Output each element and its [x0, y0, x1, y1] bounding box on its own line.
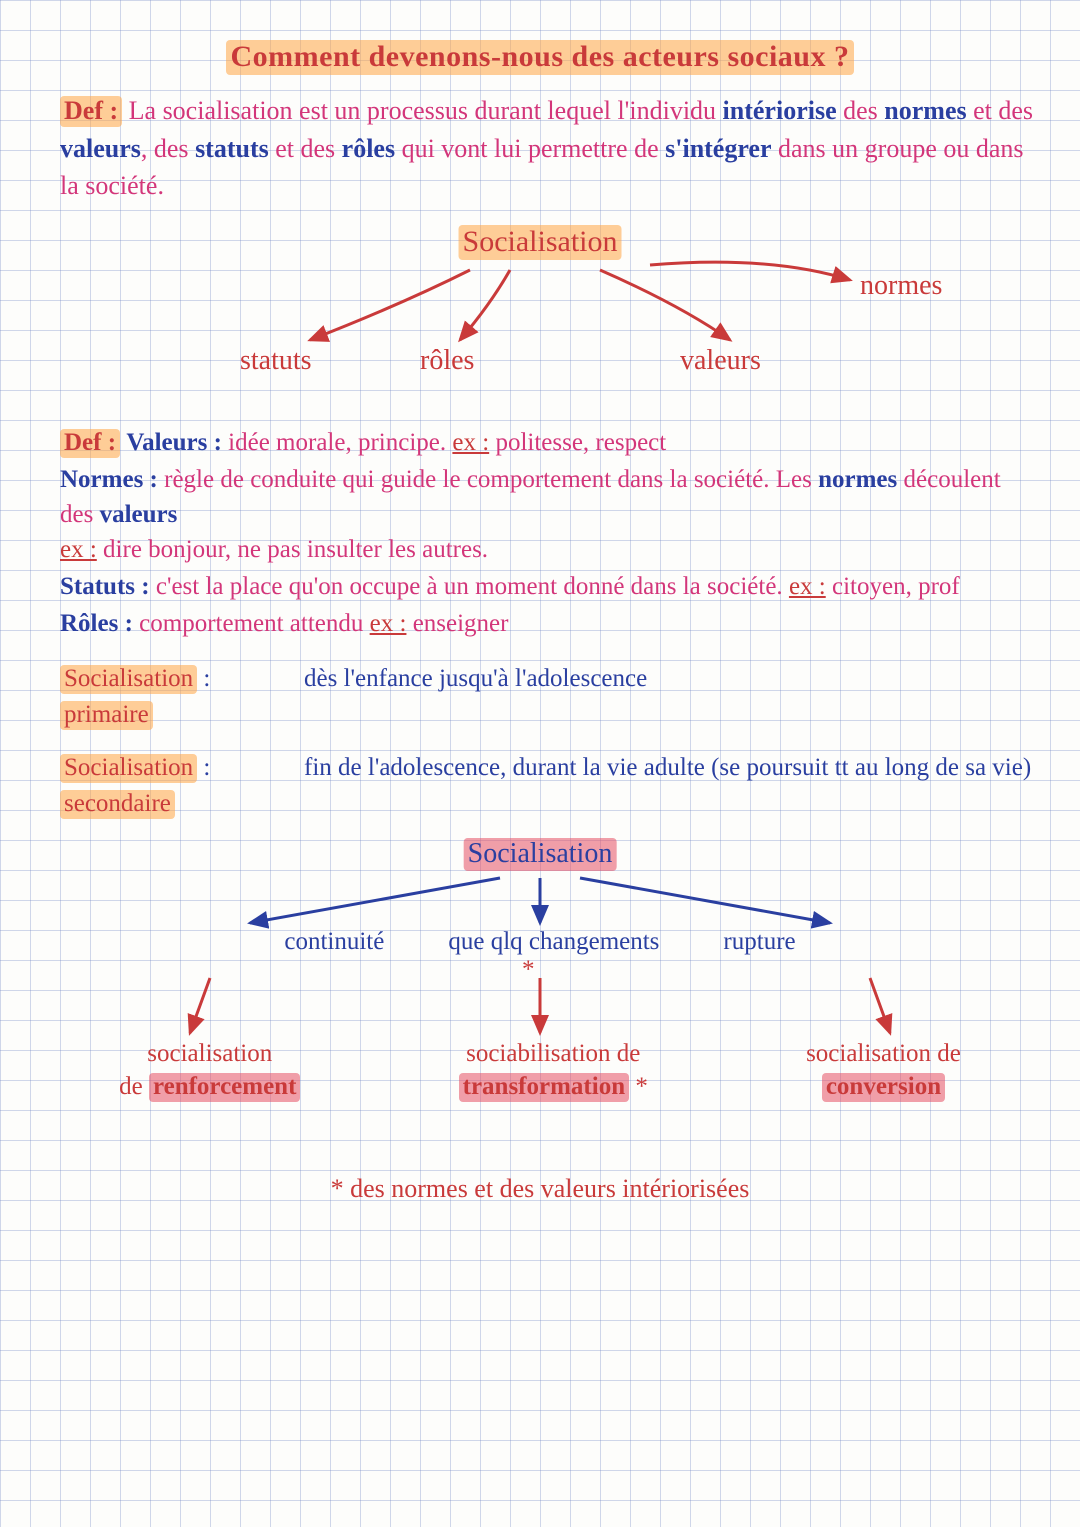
- def-kw-valeurs: valeurs: [60, 134, 141, 163]
- page-title: Comment devenons-nous des acteurs sociau…: [40, 40, 1040, 74]
- ex-valeurs: politesse, respect: [495, 429, 666, 456]
- def-statuts: Statuts : c'est la place qu'on occupe à …: [60, 569, 1040, 604]
- diagram-socialisation-outcomes: Socialisation continuité que qlq changem…: [40, 838, 1040, 1138]
- d2-conversion: socialisation de conversion: [806, 1038, 961, 1103]
- diagram2-mid-row: continuité que qlq changements rupture *…: [40, 928, 1040, 984]
- diagram-socialisation-branches: Socialisation statuts rôles valeurs norm…: [40, 225, 1040, 405]
- d2-b0-kw: renforcement: [149, 1073, 300, 1102]
- diagram1-title: Socialisation: [459, 225, 622, 259]
- ex-normes: dire bonjour, ne pas insulter les autres…: [103, 536, 488, 563]
- soc-primaire-l1: Socialisation: [60, 665, 197, 694]
- soc-secondaire-l1: Socialisation: [60, 754, 197, 783]
- term-normes: Normes :: [60, 466, 158, 493]
- soc-secondaire-label: Socialisation : secondaire: [60, 750, 290, 823]
- soc-secondaire-sep: :: [203, 754, 210, 781]
- def-valeurs: Def : Valeurs : idée morale, principe. e…: [60, 425, 1040, 460]
- socialisation-types: Socialisation : primaire dès l'enfance j…: [60, 661, 1040, 822]
- soc-secondaire-l2: secondaire: [60, 790, 175, 819]
- d1-roles: rôles: [420, 345, 474, 377]
- definitions-list: Def : Valeurs : idée morale, principe. e…: [60, 425, 1040, 641]
- def-pre: La socialisation est un processus durant…: [129, 96, 723, 125]
- diagram2-bottom-row: socialisation de renforcement sociabilis…: [40, 1038, 1040, 1103]
- d2-continuite: continuité: [284, 928, 384, 956]
- def-mid5: qui vont lui permettre de: [395, 134, 665, 163]
- d1-valeurs: valeurs: [680, 345, 761, 377]
- title-text: Comment devenons-nous des acteurs sociau…: [226, 40, 853, 75]
- ex-label-statuts: ex :: [789, 573, 826, 600]
- ex-label-valeurs: ex :: [452, 429, 489, 456]
- def-kw-interiorise: intériorise: [723, 96, 837, 125]
- ex-statuts: citoyen, prof: [832, 573, 960, 600]
- d2-b0-pre: de: [119, 1073, 149, 1100]
- soc-secondaire-text: fin de l'adolescence, durant la vie adul…: [304, 750, 1031, 823]
- term-valeurs: Valeurs :: [126, 429, 222, 456]
- def-mid1: des: [837, 96, 885, 125]
- def-kw-normes: normes: [884, 96, 966, 125]
- diagram1-title-text: Socialisation: [459, 225, 622, 260]
- d2-b2-l1: socialisation de: [806, 1040, 961, 1067]
- def-label: Def :: [60, 96, 122, 127]
- def-kw-statuts: statuts: [195, 134, 269, 163]
- ex-label-roles: ex :: [370, 610, 407, 637]
- diagram2-title-text: Socialisation: [464, 838, 617, 871]
- text-statuts: c'est la place qu'on occupe à un moment …: [156, 573, 789, 600]
- def-normes: Normes : règle de conduite qui guide le …: [60, 462, 1040, 567]
- def-label-2: Def :: [60, 429, 120, 458]
- soc-primaire-label: Socialisation : primaire: [60, 661, 290, 734]
- text-valeurs: idée morale, principe.: [228, 429, 452, 456]
- footnote: * des normes et des valeurs intériorisée…: [40, 1174, 1040, 1204]
- kw-valeurs2: valeurs: [100, 501, 178, 528]
- def-mid4: et des: [269, 134, 342, 163]
- def-mid3: , des: [141, 134, 195, 163]
- def-kw-roles: rôles: [342, 134, 395, 163]
- d1-statuts: statuts: [240, 345, 312, 377]
- def-mid2: et des: [967, 96, 1033, 125]
- text-normes: règle de conduite qui guide le comportem…: [164, 466, 818, 493]
- ast-2: *: [522, 956, 535, 984]
- soc-primaire-text: dès l'enfance jusqu'à l'adolescence: [304, 661, 647, 734]
- d2-b1-post: *: [635, 1073, 648, 1100]
- d1-normes: normes: [860, 270, 942, 302]
- term-statuts: Statuts :: [60, 573, 150, 600]
- d2-renforcement: socialisation de renforcement: [119, 1038, 300, 1103]
- soc-primaire-l2: primaire: [60, 701, 153, 730]
- def-kw-integrer: s'intégrer: [665, 134, 771, 163]
- d2-b0-l1: socialisation: [147, 1040, 272, 1067]
- soc-secondaire: Socialisation : secondaire fin de l'adol…: [60, 750, 1040, 823]
- footnote-ast: *: [331, 1174, 351, 1203]
- def-roles: Rôles : comportement attendu ex : enseig…: [60, 606, 1040, 641]
- kw-normes: normes: [818, 466, 897, 493]
- footnote-text: des normes et des valeurs intériorisées: [350, 1174, 749, 1203]
- text-roles: comportement attendu: [139, 610, 369, 637]
- notes-page: Comment devenons-nous des acteurs sociau…: [0, 0, 1080, 1527]
- soc-primaire-sep: :: [203, 665, 210, 692]
- ex-roles: enseigner: [413, 610, 509, 637]
- term-roles: Rôles :: [60, 610, 133, 637]
- d2-transformation: sociabilisation de transformation *: [459, 1038, 648, 1103]
- d2-b2-kw: conversion: [822, 1073, 945, 1102]
- d2-changements: que qlq changements: [448, 928, 659, 956]
- ex-label-normes: ex :: [60, 536, 97, 563]
- d2-b1-l1: sociabilisation de: [466, 1040, 640, 1067]
- definition-block: Def : La socialisation est un processus …: [60, 92, 1040, 205]
- diagram2-title: Socialisation: [464, 838, 617, 870]
- d2-b1-kw: transformation: [459, 1073, 629, 1102]
- soc-primaire: Socialisation : primaire dès l'enfance j…: [60, 661, 1040, 734]
- d2-rupture: rupture: [723, 928, 795, 956]
